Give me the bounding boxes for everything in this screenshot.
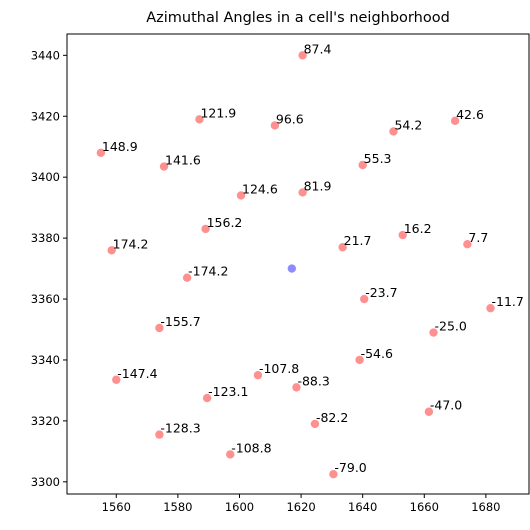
neighbor-point bbox=[398, 230, 407, 240]
neighbor-point bbox=[201, 224, 210, 234]
neighbor-point bbox=[155, 323, 164, 333]
neighbor-point bbox=[298, 51, 307, 60]
plot-area bbox=[66, 33, 530, 495]
point-label: 156.2 bbox=[207, 215, 243, 230]
y-tick-label: 3400 bbox=[31, 170, 60, 184]
point-label: 21.7 bbox=[344, 233, 372, 248]
neighbor-point bbox=[202, 393, 212, 403]
y-tick-label: 3340 bbox=[31, 353, 60, 367]
point-label: -54.6 bbox=[361, 346, 393, 361]
point-label: -88.3 bbox=[297, 373, 329, 388]
neighbor-point bbox=[310, 419, 320, 429]
point-label: -123.1 bbox=[208, 384, 248, 399]
point-label: -155.7 bbox=[160, 314, 200, 329]
point-label: -25.0 bbox=[435, 319, 467, 334]
chart-title: Azimuthal Angles in a cell's neighborhoo… bbox=[146, 10, 450, 26]
point-label: -107.8 bbox=[259, 361, 299, 376]
x-tick-label: 1640 bbox=[348, 500, 377, 514]
neighbor-point bbox=[236, 191, 246, 200]
point-label: 7.7 bbox=[468, 230, 488, 245]
y-tick-label: 3320 bbox=[31, 414, 60, 428]
y-tick-label: 3440 bbox=[31, 48, 60, 62]
point-label: 16.2 bbox=[404, 221, 432, 236]
y-axis: 3300 3320 3340 3360 3380 3400 3420 3440 bbox=[31, 48, 67, 489]
point-label: 87.4 bbox=[304, 41, 332, 56]
y-tick-label: 3360 bbox=[31, 292, 60, 306]
point-label: -128.3 bbox=[160, 421, 200, 436]
neighbor-point bbox=[486, 303, 495, 313]
neighbor-point bbox=[159, 162, 169, 171]
point-label: -23.7 bbox=[365, 285, 397, 300]
point-label: 124.6 bbox=[242, 181, 278, 196]
neighbor-point bbox=[96, 148, 106, 158]
neighbor-point bbox=[338, 243, 347, 252]
point-label: 96.6 bbox=[276, 111, 304, 126]
x-tick-label: 1560 bbox=[102, 500, 131, 514]
point-label: 81.9 bbox=[304, 178, 332, 193]
x-tick-label: 1680 bbox=[471, 500, 500, 514]
neighbor-point bbox=[195, 115, 204, 124]
x-tick-label: 1580 bbox=[163, 500, 192, 514]
point-label: 148.9 bbox=[102, 139, 138, 154]
center-cell-point bbox=[287, 264, 297, 273]
point-label: -11.7 bbox=[492, 294, 524, 309]
neighbor-point bbox=[292, 383, 301, 392]
neighbor-point bbox=[450, 116, 460, 126]
point-label: -47.0 bbox=[430, 398, 462, 413]
neighbor-point bbox=[424, 407, 434, 416]
neighbor-point bbox=[107, 246, 116, 255]
y-tick-label: 3380 bbox=[31, 231, 60, 245]
x-axis: 1560 1580 1600 1620 1640 1660 1680 bbox=[102, 494, 501, 514]
neighbor-point bbox=[270, 121, 280, 130]
point-label: 121.9 bbox=[200, 105, 236, 120]
point-label: -174.2 bbox=[188, 264, 228, 279]
point-label: -82.2 bbox=[316, 410, 348, 425]
point-label: -79.0 bbox=[334, 460, 366, 475]
x-tick-label: 1600 bbox=[225, 500, 254, 514]
point-label: 54.2 bbox=[394, 117, 422, 132]
data-points bbox=[96, 51, 495, 479]
neighbor-point bbox=[253, 370, 263, 380]
point-label: 55.3 bbox=[364, 151, 392, 166]
neighbor-point bbox=[358, 160, 367, 170]
y-tick-label: 3420 bbox=[31, 109, 60, 123]
neighbor-point bbox=[429, 328, 438, 337]
neighbor-point bbox=[389, 127, 398, 136]
neighbor-point bbox=[329, 469, 338, 479]
y-tick-label: 3300 bbox=[31, 475, 60, 489]
neighbor-point bbox=[355, 355, 364, 365]
point-labels: 87.4 121.9 96.6 54.2 42.6 148.9 141.6 55.3 124.6… bbox=[102, 41, 524, 475]
point-label: -108.8 bbox=[231, 440, 271, 455]
neighbor-point bbox=[226, 450, 235, 459]
neighbor-point bbox=[360, 294, 369, 304]
point-label: -147.4 bbox=[117, 366, 157, 381]
x-tick-label: 1620 bbox=[286, 500, 315, 514]
point-label: 141.6 bbox=[165, 153, 201, 168]
neighbor-point bbox=[112, 375, 121, 384]
point-label: 174.2 bbox=[113, 236, 149, 251]
neighbor-point bbox=[463, 239, 472, 249]
neighbor-point bbox=[298, 188, 307, 197]
point-label: 42.6 bbox=[456, 107, 484, 122]
neighbor-point bbox=[182, 273, 192, 282]
neighbor-point bbox=[155, 430, 164, 439]
x-tick-label: 1660 bbox=[410, 500, 439, 514]
